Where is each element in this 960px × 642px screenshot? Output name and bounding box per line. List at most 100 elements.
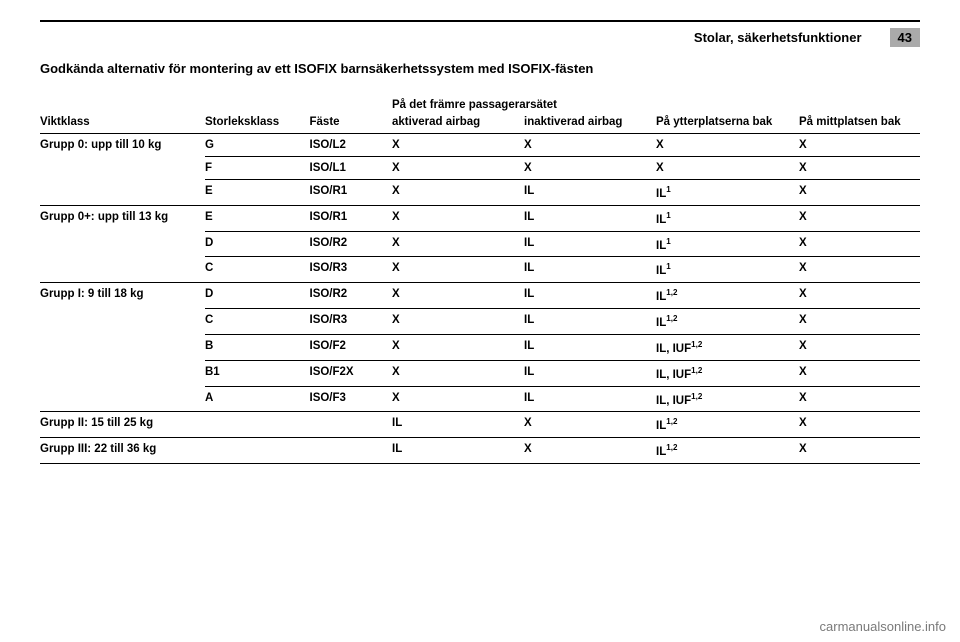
page-number: 43 [890, 28, 920, 47]
size-cell: C [205, 309, 310, 335]
fixture-cell: ISO/F2X [310, 360, 393, 386]
deactivated-cell: X [524, 157, 656, 180]
col-center-rear: På mittplatsen bak [799, 111, 920, 134]
size-cell [205, 438, 310, 464]
activated-cell: IL [392, 438, 524, 464]
size-cell: B1 [205, 360, 310, 386]
group-label: Grupp II: 15 till 25 kg [40, 412, 205, 438]
size-cell: A [205, 386, 310, 412]
col-outer-rear: På ytterplatserna bak [656, 111, 799, 134]
center-cell: X [799, 386, 920, 412]
size-cell [205, 412, 310, 438]
outer-cell: IL1,2 [656, 412, 799, 438]
outer-cell: IL1 [656, 180, 799, 206]
size-cell: D [205, 283, 310, 309]
center-cell: X [799, 231, 920, 257]
page-header: Stolar, säkerhetsfunktioner 43 [40, 28, 920, 47]
activated-cell: X [392, 205, 524, 231]
activated-cell: X [392, 283, 524, 309]
size-cell: C [205, 257, 310, 283]
activated-cell: X [392, 180, 524, 206]
outer-cell: IL, IUF1,2 [656, 334, 799, 360]
group-label: Grupp I: 9 till 18 kg [40, 283, 205, 412]
center-cell: X [799, 309, 920, 335]
size-cell: G [205, 134, 310, 157]
deactivated-cell: IL [524, 309, 656, 335]
center-cell: X [799, 257, 920, 283]
deactivated-cell: X [524, 134, 656, 157]
deactivated-cell: IL [524, 360, 656, 386]
col-weight-class: Viktklass [40, 111, 205, 134]
table-title: Godkända alternativ för montering av ett… [40, 61, 920, 76]
super-header-row: På det främre passagerarsätet [40, 94, 920, 111]
outer-cell: IL1,2 [656, 438, 799, 464]
watermark: carmanualsonline.info [820, 619, 946, 634]
center-cell: X [799, 134, 920, 157]
outer-cell: IL1 [656, 205, 799, 231]
col-deactivated: inaktiverad airbag [524, 111, 656, 134]
group-label: Grupp III: 22 till 36 kg [40, 438, 205, 464]
page-container: Stolar, säkerhetsfunktioner 43 Godkända … [0, 0, 960, 464]
outer-cell: X [656, 134, 799, 157]
top-rule [40, 20, 920, 22]
fixture-cell [310, 438, 393, 464]
table-row: Grupp I: 9 till 18 kgDISO/R2XILIL1,2X [40, 283, 920, 309]
table-row: Grupp III: 22 till 36 kgILXIL1,2X [40, 438, 920, 464]
fixture-cell: ISO/R1 [310, 180, 393, 206]
outer-cell: IL1,2 [656, 283, 799, 309]
deactivated-cell: IL [524, 386, 656, 412]
size-cell: F [205, 157, 310, 180]
center-cell: X [799, 412, 920, 438]
outer-cell: IL1,2 [656, 309, 799, 335]
table-row: Grupp 0: upp till 10 kgGISO/L2XXXX [40, 134, 920, 157]
size-cell: E [205, 205, 310, 231]
activated-cell: X [392, 134, 524, 157]
header-row: Viktklass Storleksklass Fäste aktiverad … [40, 111, 920, 134]
section-title: Stolar, säkerhetsfunktioner [694, 30, 862, 45]
deactivated-cell: IL [524, 205, 656, 231]
deactivated-cell: IL [524, 257, 656, 283]
center-cell: X [799, 334, 920, 360]
activated-cell: X [392, 360, 524, 386]
center-cell: X [799, 360, 920, 386]
deactivated-cell: IL [524, 231, 656, 257]
col-activated: aktiverad airbag [392, 111, 524, 134]
center-cell: X [799, 180, 920, 206]
outer-cell: IL1 [656, 231, 799, 257]
fixture-cell: ISO/R2 [310, 231, 393, 257]
size-cell: B [205, 334, 310, 360]
outer-cell: X [656, 157, 799, 180]
group-label: Grupp 0: upp till 10 kg [40, 134, 205, 206]
outer-cell: IL1 [656, 257, 799, 283]
fixture-cell: ISO/L1 [310, 157, 393, 180]
activated-cell: X [392, 157, 524, 180]
activated-cell: X [392, 334, 524, 360]
activated-cell: X [392, 386, 524, 412]
fixture-cell [310, 412, 393, 438]
fixture-cell: ISO/R3 [310, 309, 393, 335]
table-row: Grupp 0+: upp till 13 kgEISO/R1XILIL1X [40, 205, 920, 231]
activated-cell: X [392, 257, 524, 283]
activated-cell: IL [392, 412, 524, 438]
fixture-cell: ISO/L2 [310, 134, 393, 157]
front-seat-super-header: På det främre passagerarsätet [392, 94, 656, 111]
activated-cell: X [392, 231, 524, 257]
deactivated-cell: IL [524, 334, 656, 360]
fixture-cell: ISO/R1 [310, 205, 393, 231]
center-cell: X [799, 283, 920, 309]
outer-cell: IL, IUF1,2 [656, 386, 799, 412]
group-label: Grupp 0+: upp till 13 kg [40, 205, 205, 282]
size-cell: E [205, 180, 310, 206]
center-cell: X [799, 205, 920, 231]
fixture-cell: ISO/R3 [310, 257, 393, 283]
col-size-class: Storleksklass [205, 111, 310, 134]
fixture-cell: ISO/F3 [310, 386, 393, 412]
deactivated-cell: IL [524, 180, 656, 206]
col-fixture: Fäste [310, 111, 393, 134]
size-cell: D [205, 231, 310, 257]
deactivated-cell: X [524, 438, 656, 464]
fixture-cell: ISO/R2 [310, 283, 393, 309]
activated-cell: X [392, 309, 524, 335]
outer-cell: IL, IUF1,2 [656, 360, 799, 386]
center-cell: X [799, 438, 920, 464]
